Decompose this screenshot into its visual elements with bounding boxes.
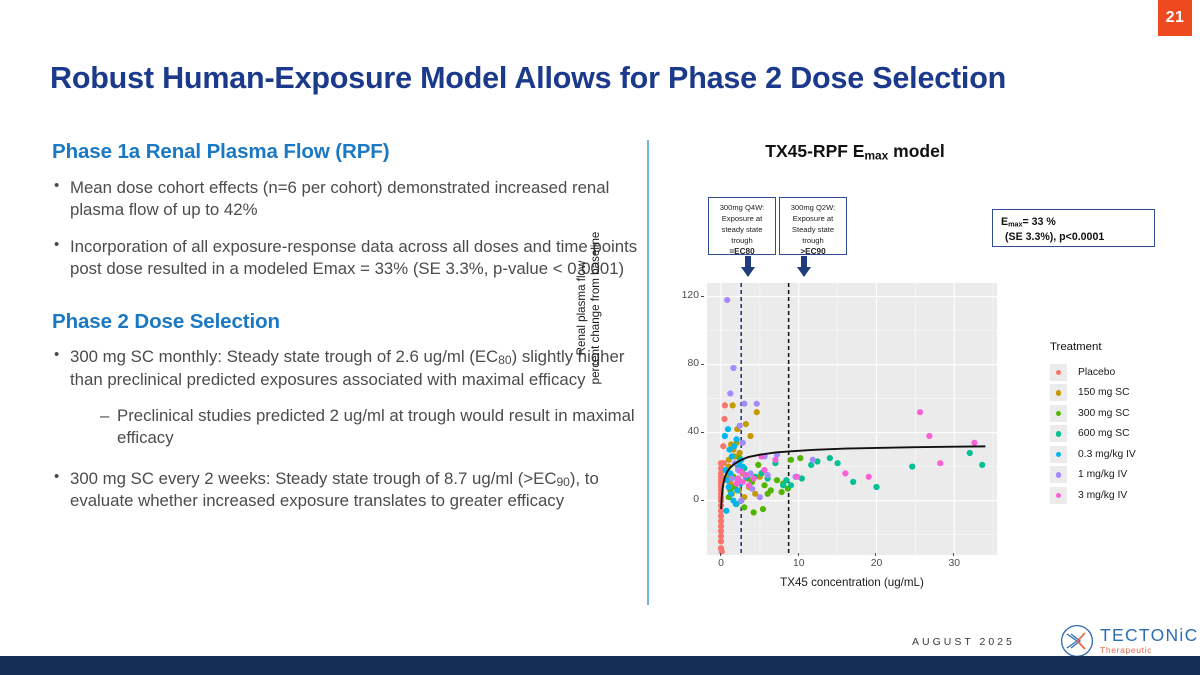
x-axis-label: TX45 concentration (ug/mL) [780, 576, 924, 589]
logo-wordmark: TECTONiC Therapeutic [1100, 627, 1199, 654]
left-content-column: Phase 1a Renal Plasma Flow (RPF) Mean do… [52, 140, 640, 526]
phase2-bullet-list: 300 mg SC monthly: Steady state trough o… [52, 345, 640, 513]
list-item: 300 mg SC monthly: Steady state trough o… [52, 345, 640, 450]
ann-q4w-line3: steady state [721, 225, 763, 234]
chart-title: TX45-RPF Emax model [655, 141, 1055, 162]
footer-bar [0, 656, 1200, 675]
tectonic-mark-icon [1060, 624, 1094, 658]
column-divider [647, 140, 649, 605]
y-tick-label: 120 [665, 290, 704, 301]
footer-date: AUGUST 2025 [912, 636, 1015, 648]
x-tick-label: 10 [787, 553, 811, 569]
chart-container: TX45-RPF Emax model 300mg Q4W: Exposure … [575, 138, 1200, 608]
bullet3-pre: 300 mg SC monthly: Steady state trough o… [70, 347, 499, 367]
bullet3-subscript: 80 [498, 353, 512, 368]
legend-color-dot [1055, 492, 1062, 498]
legend-swatch [1050, 384, 1067, 402]
chart-title-pre: TX45-RPF E [765, 141, 865, 161]
logo-main-text: TECTONiC [1100, 625, 1199, 646]
chart-title-post: model [888, 141, 945, 161]
page-number-badge: 21 [1158, 0, 1192, 36]
legend-swatch [1050, 363, 1067, 381]
phase2-sub-bullet-list: Preclinical studies predicted 2 ug/ml at… [100, 405, 640, 450]
bullet4-pre: 300 mg SC every 2 weeks: Steady state tr… [70, 468, 557, 488]
bullet3-post: ) slightly higher than preclinical predi… [70, 347, 625, 389]
legend-swatch [1050, 425, 1067, 443]
y-axis-label: Renal plasma flow percent change from ba… [575, 178, 604, 438]
x-tick-label: 0 [709, 553, 733, 569]
annotation-box-q4w: 300mg Q4W: Exposure at steady state trou… [708, 197, 776, 256]
legend-color-dot [1055, 472, 1062, 478]
legend-item-label: 1 mg/kg IV [1078, 469, 1128, 481]
ann-q2w-line5: >EC90 [800, 247, 826, 256]
legend-item[interactable]: 300 mg SC [1050, 403, 1190, 424]
x-tick-label: 20 [864, 553, 888, 569]
legend-item[interactable]: 3 mg/kg IV [1050, 485, 1190, 506]
legend-swatch [1050, 486, 1067, 504]
y-tick-label: 0 [665, 494, 704, 505]
y-tick-label: 40 [665, 426, 704, 437]
ann-q4w-line4: trough [731, 236, 753, 245]
legend-item[interactable]: 0.3 mg/kg IV [1050, 444, 1190, 465]
phase1a-bullet-list: Mean dose cohort effects (n=6 per cohort… [52, 176, 640, 281]
down-arrow-icon [741, 256, 755, 277]
list-item: Incorporation of all exposure-response d… [52, 235, 640, 281]
chart-legend: Treatment Placebo 150 mg SC 300 mg SC 600 m… [1050, 341, 1190, 506]
company-logo: TECTONiC Therapeutic [1060, 624, 1199, 658]
emax-pre: E [1001, 216, 1009, 228]
ann-q4w-line5: =EC80 [729, 247, 755, 256]
bullet4-post: ), to evaluate whether increased exposur… [70, 468, 599, 510]
chart-title-subscript: max [864, 148, 889, 163]
x-tick-label: 30 [942, 553, 966, 569]
legend-item-label: 3 mg/kg IV [1078, 489, 1128, 501]
logo-sub-text: Therapeutic [1100, 644, 1152, 655]
bullet4-subscript: 90 [556, 474, 570, 489]
down-arrow-icon [797, 256, 811, 277]
section-heading-phase1a: Phase 1a Renal Plasma Flow (RPF) [52, 140, 390, 163]
list-item: 300 mg SC every 2 weeks: Steady state tr… [52, 467, 640, 513]
legend-item[interactable]: 150 mg SC [1050, 383, 1190, 404]
legend-swatch [1050, 445, 1067, 463]
annotation-box-q2w: 300mg Q2W: Exposure at Steady state trou… [779, 197, 847, 256]
list-item: Mean dose cohort effects (n=6 per cohort… [52, 176, 640, 222]
legend-color-dot [1055, 451, 1062, 457]
ann-q2w-line4: trough [802, 236, 824, 245]
section-heading-phase2: Phase 2 Dose Selection [52, 310, 280, 334]
ann-q4w-line1: 300mg Q4W: [719, 203, 765, 212]
legend-item-label: 0.3 mg/kg IV [1078, 448, 1136, 460]
y-axis-label-line1: Renal plasma flow [575, 260, 588, 356]
legend-item-label: 600 mg SC [1078, 428, 1130, 440]
emax-subscript: max [1008, 219, 1023, 229]
legend-swatch [1050, 466, 1067, 484]
legend-item-label: 150 mg SC [1078, 387, 1130, 399]
legend-color-dot [1055, 369, 1062, 375]
emax-line2: (SE 3.3%), p<0.0001 [1005, 231, 1105, 244]
legend-item[interactable]: Placebo [1050, 362, 1190, 383]
ann-q2w-line2: Exposure at [792, 214, 834, 223]
legend-item-label: Placebo [1078, 366, 1116, 378]
plot-panel [707, 283, 997, 555]
emax-result-box: Emax= 33 % (SE 3.3%), p<0.0001 [992, 209, 1155, 247]
legend-color-dot [1055, 410, 1062, 416]
ann-q2w-line1: 300mg Q2W: [790, 203, 836, 212]
legend-swatch [1050, 404, 1067, 422]
legend-title: Treatment [1050, 341, 1102, 353]
ann-q4w-line2: Exposure at [721, 214, 763, 223]
list-item: Preclinical studies predicted 2 ug/ml at… [100, 405, 640, 450]
legend-item[interactable]: 1 mg/kg IV [1050, 465, 1190, 486]
legend-color-dot [1055, 390, 1062, 396]
ann-q2w-line3: Steady state [791, 225, 835, 234]
scatter-plot-svg [707, 283, 997, 555]
emax-post: = 33 % [1022, 216, 1056, 228]
page-title: Robust Human-Exposure Model Allows for P… [50, 61, 1007, 95]
y-tick-label: 80 [665, 358, 704, 369]
legend-item-label: 300 mg SC [1078, 407, 1130, 419]
legend-item[interactable]: 600 mg SC [1050, 424, 1190, 445]
legend-color-dot [1055, 431, 1062, 437]
y-axis-label-line2: percent change from baseline [589, 231, 603, 385]
